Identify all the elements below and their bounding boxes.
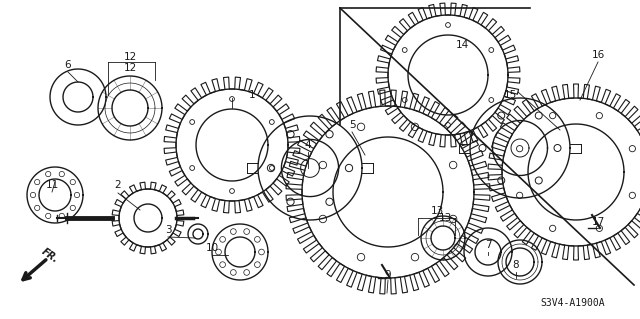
Text: S3V4-A1900A: S3V4-A1900A xyxy=(541,298,605,308)
Text: 12: 12 xyxy=(124,52,136,62)
Text: 11: 11 xyxy=(45,180,59,190)
Text: 12: 12 xyxy=(124,63,136,73)
Text: 10: 10 xyxy=(205,243,219,253)
Text: 9: 9 xyxy=(385,270,391,280)
Text: 15: 15 xyxy=(504,90,516,100)
Text: 3: 3 xyxy=(164,225,172,235)
Text: 7: 7 xyxy=(484,240,492,250)
Text: 13: 13 xyxy=(438,213,452,223)
Text: FR.: FR. xyxy=(40,247,61,265)
Text: 14: 14 xyxy=(456,40,468,50)
Text: 13: 13 xyxy=(430,206,444,216)
Text: 8: 8 xyxy=(513,260,519,270)
Text: 17: 17 xyxy=(591,217,605,227)
Text: 16: 16 xyxy=(591,50,605,60)
Text: 1: 1 xyxy=(249,90,255,100)
Text: 6: 6 xyxy=(65,60,71,70)
Text: 5: 5 xyxy=(349,120,355,130)
Text: 4: 4 xyxy=(305,140,311,150)
Text: 2: 2 xyxy=(115,180,122,190)
